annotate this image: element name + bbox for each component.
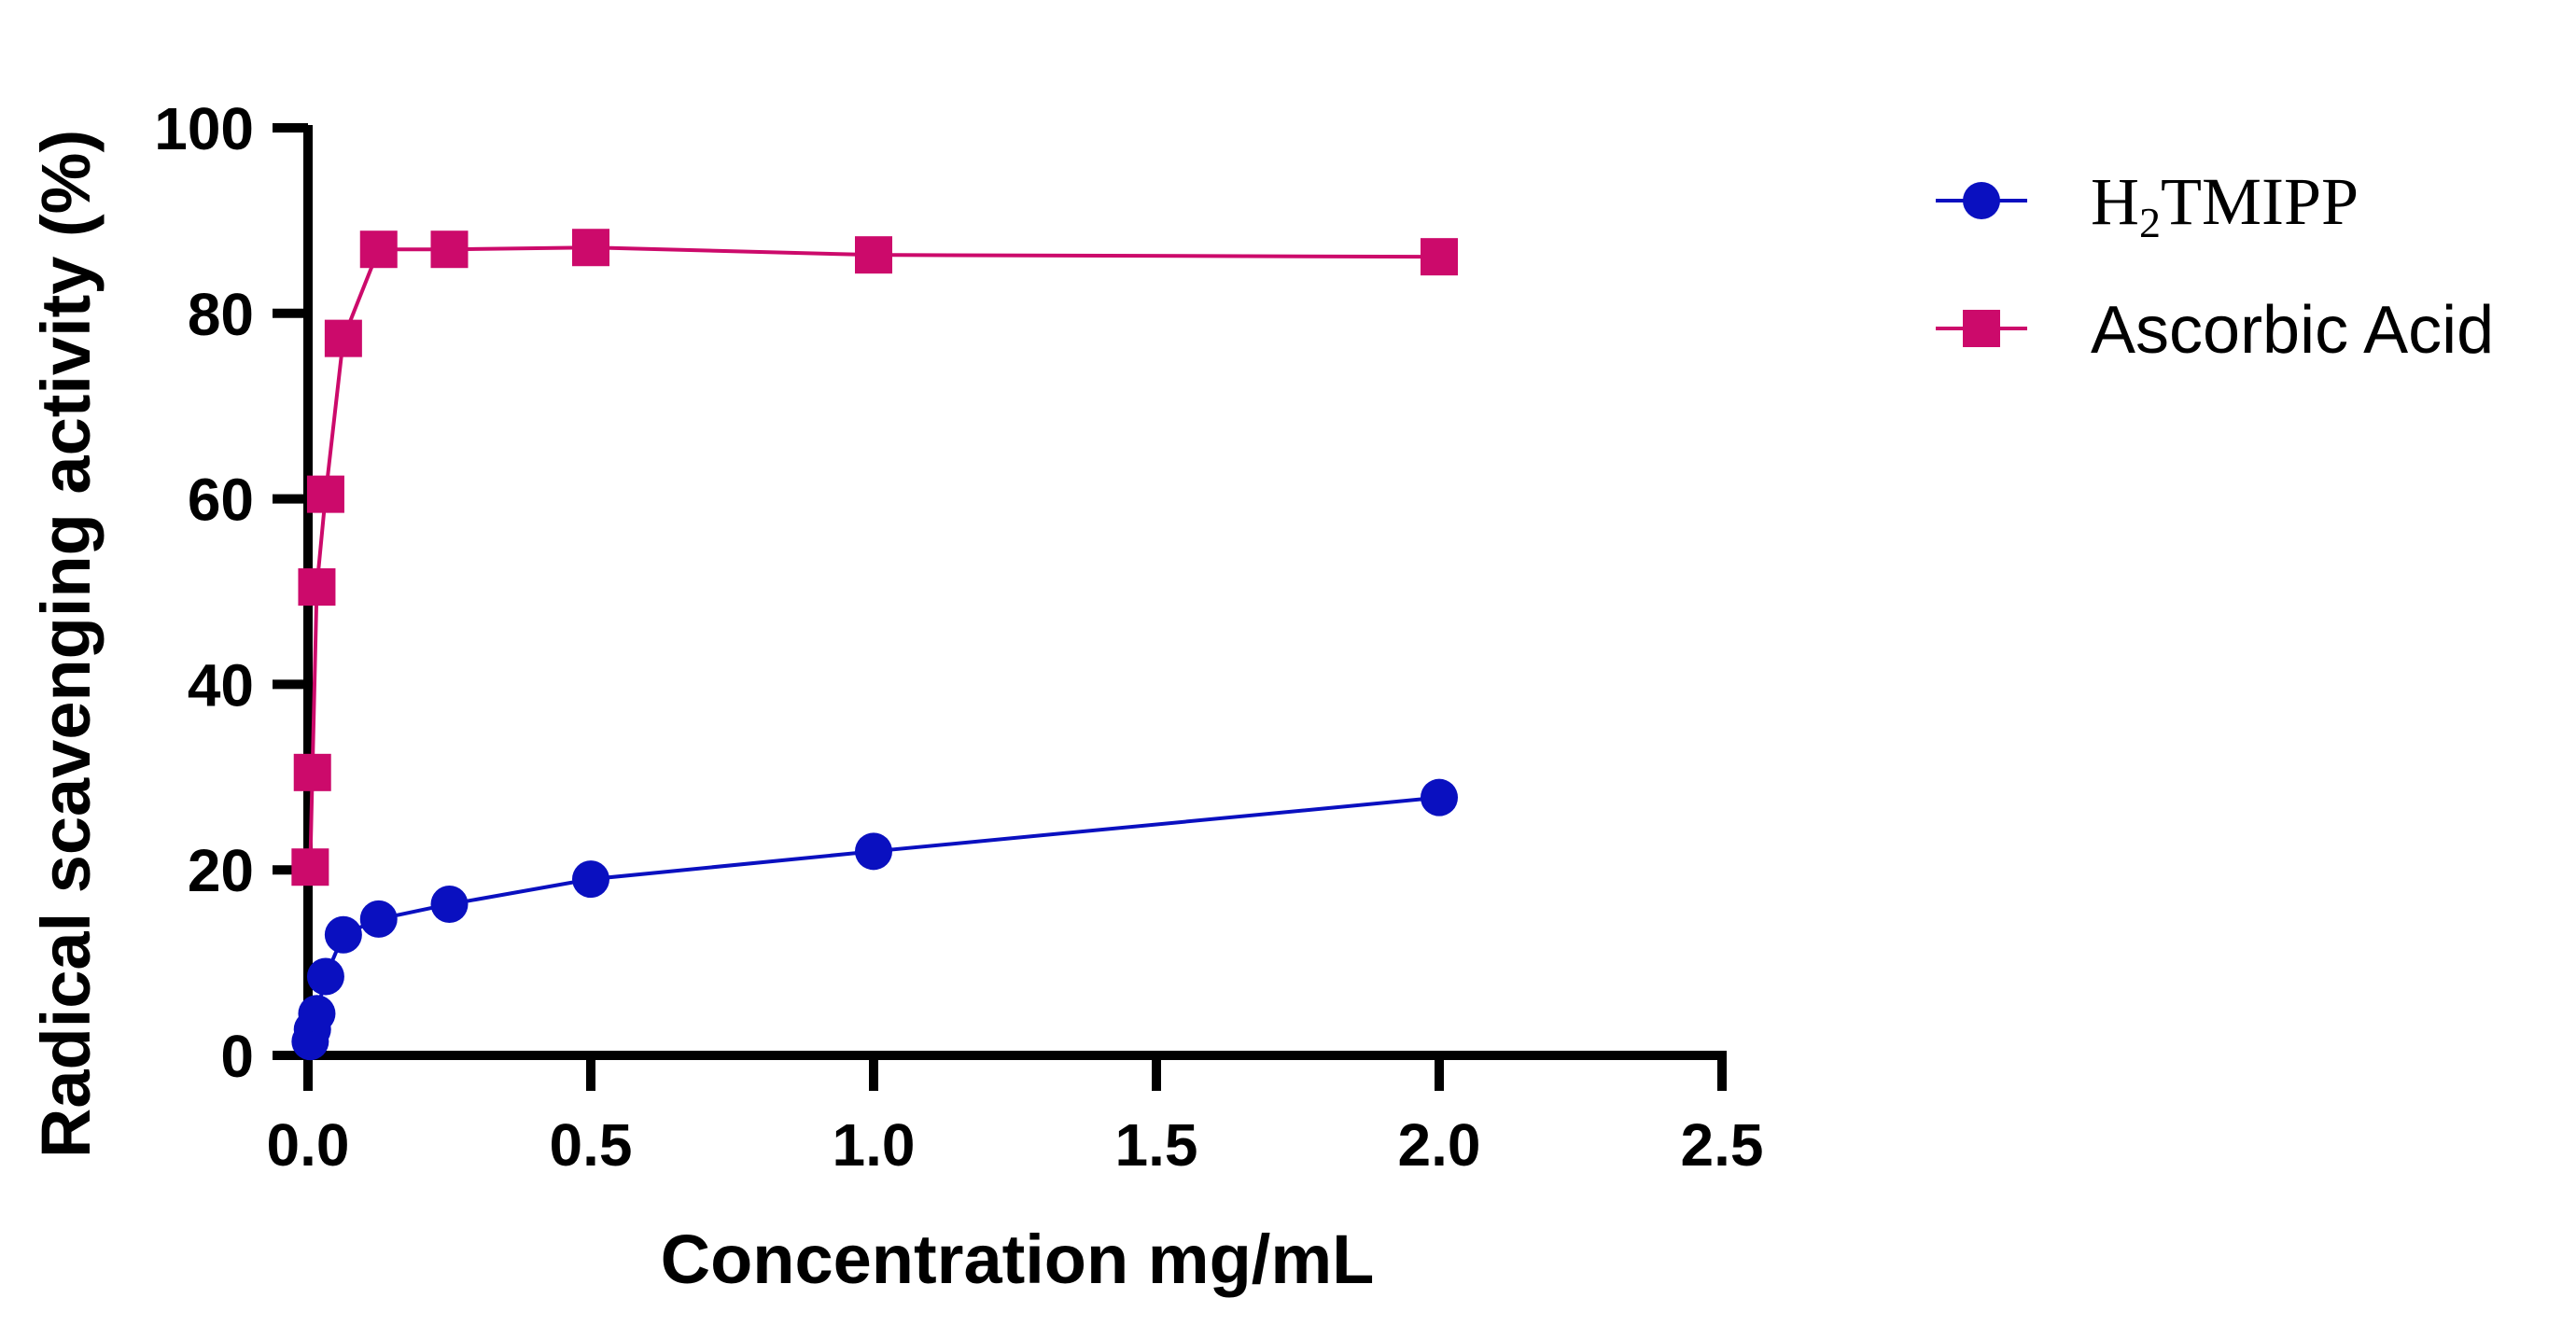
axes [303, 125, 1727, 1060]
x-tick-label: 0.5 [550, 1111, 633, 1179]
ticks: 0.0 0.5 1.0 1.5 2.0 2.5 0 20 40 60 80 100 [154, 95, 1763, 1179]
data-point [855, 832, 892, 871]
data-point [291, 848, 329, 886]
data-point [298, 995, 336, 1033]
legend-label-h2tmipp-sub: 2 [2139, 199, 2161, 246]
legend-marker-ascorbic-acid [1963, 310, 2000, 347]
data-point [359, 900, 398, 938]
legend-label-h2tmipp: H2TMIPP [2091, 164, 2359, 246]
data-point [1421, 238, 1458, 276]
data-point [324, 915, 362, 954]
y-tick-label: 20 [188, 837, 254, 904]
x-tick-label: 2.0 [1398, 1111, 1481, 1179]
series-h2tmipp [291, 778, 1458, 1061]
y-tick-label: 80 [188, 281, 254, 348]
data-point [298, 568, 336, 607]
x-tick-label: 2.5 [1681, 1111, 1764, 1179]
data-point [430, 885, 469, 923]
x-tick-label: 1.0 [833, 1111, 916, 1179]
legend: H2TMIPP Ascorbic Acid [1936, 164, 2494, 368]
x-tick-label: 1.5 [1115, 1111, 1198, 1179]
series-layer [291, 229, 1458, 1061]
y-tick-label: 100 [154, 95, 254, 162]
series-ascorbic-acid [291, 229, 1458, 886]
y-tick-label: 0 [220, 1023, 254, 1090]
data-point [572, 860, 609, 899]
x-tick-label: 0.0 [267, 1111, 350, 1179]
legend-label-ascorbic-acid: Ascorbic Acid [2091, 293, 2494, 368]
data-point [359, 230, 398, 269]
data-point [306, 475, 344, 513]
data-point [306, 957, 344, 996]
y-tick-label: 40 [188, 651, 254, 719]
legend-item-h2tmipp: H2TMIPP [1936, 164, 2359, 246]
data-point [293, 753, 331, 791]
series-line-ascorbic-acid [308, 245, 1440, 868]
y-axis-title: Radical scavenging activity (%) [27, 130, 105, 1158]
data-point [855, 236, 892, 274]
data-point [1421, 778, 1458, 817]
legend-marker-h2tmipp [1963, 182, 2000, 219]
legend-item-ascorbic-acid: Ascorbic Acid [1936, 293, 2494, 368]
data-point [572, 229, 609, 267]
x-axis-title: Concentration mg/mL [661, 1221, 1375, 1298]
y-tick-label: 60 [188, 467, 254, 534]
legend-label-h2tmipp-rest: TMIPP [2161, 164, 2359, 239]
data-point [324, 319, 362, 357]
data-point [430, 230, 469, 269]
legend-label-h2tmipp-main: H [2091, 164, 2139, 239]
